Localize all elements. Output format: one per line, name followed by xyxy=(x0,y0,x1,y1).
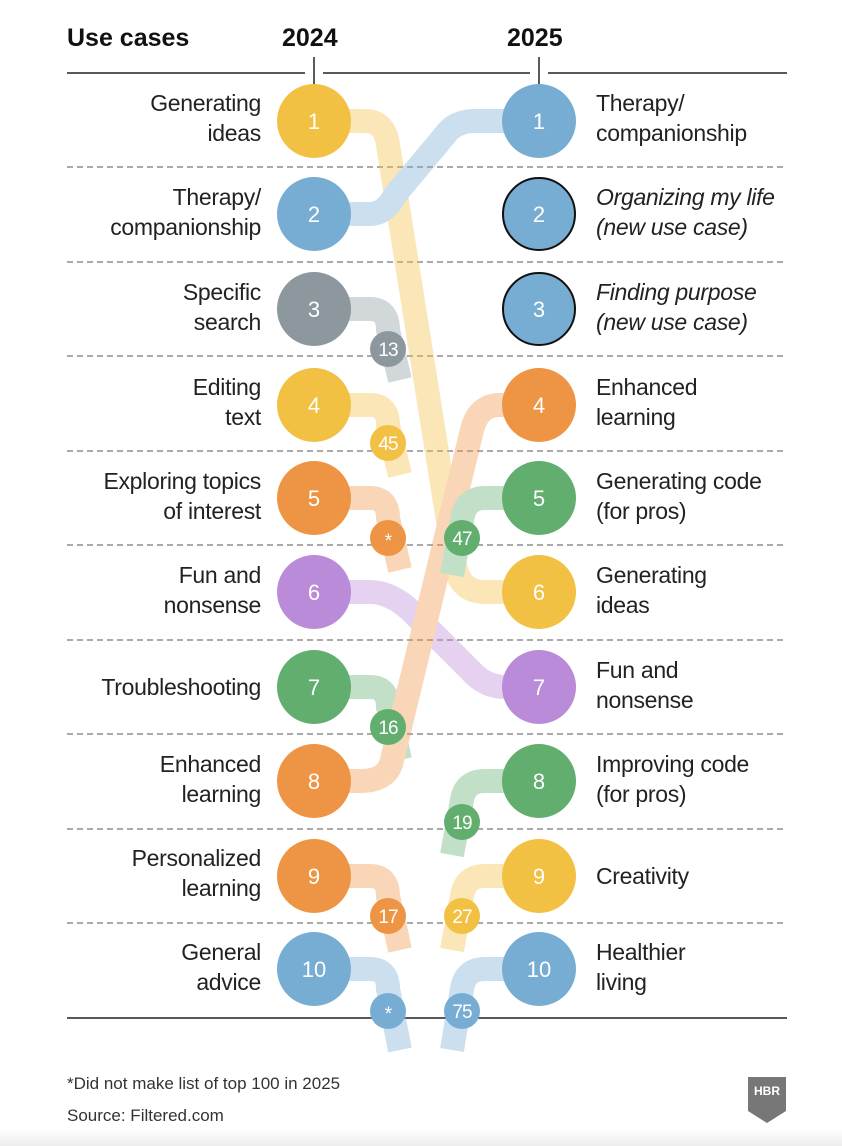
hbr-logo: HBR xyxy=(748,1077,786,1123)
connector-creativity xyxy=(440,864,510,953)
rank-2025-2: 2 xyxy=(533,202,545,227)
rank-2025-1: 1 xyxy=(533,109,545,134)
label-2024-2: Therapy/companionship xyxy=(110,184,261,240)
label-2024-7: Troubleshooting xyxy=(101,674,261,700)
page-bottom-fade xyxy=(0,1128,842,1146)
connector-editing-text xyxy=(340,393,412,478)
left-rank-circles xyxy=(277,84,351,1006)
column-header-use-cases: Use cases xyxy=(67,24,190,52)
svg-text:HBR: HBR xyxy=(754,1084,780,1098)
rank-2024-4: 4 xyxy=(308,393,320,418)
column-header-2024: 2024 xyxy=(282,24,338,52)
rank-2024-5: 5 xyxy=(308,486,320,511)
rank-2024-3: 3 xyxy=(308,297,320,322)
connector-generating-ideas xyxy=(340,109,510,604)
badge-45: 45 xyxy=(378,434,398,455)
rank-2025-5: 5 xyxy=(533,486,545,511)
label-2025-3: Finding purpose (new use case) xyxy=(596,279,757,335)
label-2024-3: Specific search xyxy=(182,279,261,335)
label-2025-1: Therapy/companionship xyxy=(596,90,747,146)
label-2025-4: Enhanced learning xyxy=(596,374,698,430)
connector-improving-code xyxy=(440,769,510,858)
connector-troubleshooting xyxy=(340,675,412,763)
connector-enhanced-learning xyxy=(340,393,510,793)
connector-healthier xyxy=(440,957,510,1052)
badge-17: 17 xyxy=(378,907,398,928)
label-2025-9: Creativity xyxy=(596,863,689,889)
right-rank-circles xyxy=(502,84,576,1006)
connector-therapy xyxy=(340,109,510,226)
label-2025-10: Healthier living xyxy=(596,939,686,995)
rank-2025-9: 9 xyxy=(533,864,545,889)
rank-2024-7: 7 xyxy=(308,675,320,700)
badge-47: 47 xyxy=(452,529,472,550)
source-note: Source: Filtered.com xyxy=(67,1106,224,1125)
label-2024-10: General advice xyxy=(181,939,261,995)
header-rule xyxy=(67,57,787,84)
label-2025-6: Generating ideas xyxy=(596,562,707,618)
label-2024-9: Personalized learning xyxy=(131,845,262,901)
badge-27: 27 xyxy=(452,907,472,928)
column-header-2025: 2025 xyxy=(507,24,563,52)
label-2025-5: Generating code (for pros) xyxy=(596,468,762,524)
rank-2024-1: 1 xyxy=(308,109,320,134)
rank-2025-4: 4 xyxy=(533,393,545,418)
badge-16: 16 xyxy=(378,718,398,739)
connector-personalized xyxy=(340,864,412,953)
badge-13: 13 xyxy=(378,340,398,361)
rank-2024-6: 6 xyxy=(308,580,320,605)
label-2025-8: Improving code (for pros) xyxy=(596,751,750,807)
label-2024-8: Enhanced learning xyxy=(159,751,262,807)
rank-2025-3: 3 xyxy=(533,297,545,322)
rank-2024-8: 8 xyxy=(308,769,320,794)
badge-19: 19 xyxy=(452,813,472,834)
connector-fun xyxy=(340,580,510,699)
row-separators xyxy=(67,166,787,924)
rank-2024-9: 9 xyxy=(308,864,320,889)
rank-2025-8: 8 xyxy=(533,769,545,794)
rank-change-badges xyxy=(370,331,480,1029)
label-2024-6: Fun and nonsense xyxy=(163,562,262,618)
label-2025-7: Fun and nonsense xyxy=(596,657,694,713)
rank-2025-10: 10 xyxy=(527,957,551,982)
rank-2024-2: 2 xyxy=(308,202,320,227)
footnote: *Did not make list of top 100 in 2025 xyxy=(67,1074,341,1093)
rank-2025-7: 7 xyxy=(533,675,545,700)
connector-code-pros xyxy=(440,486,510,578)
connector-general-advice xyxy=(340,957,412,1053)
label-2024-4: Editing text xyxy=(192,374,262,430)
label-2024-5: Exploring topics of interest xyxy=(103,468,261,524)
connector-exploring xyxy=(340,486,412,573)
badge-star-advice: * xyxy=(385,1004,393,1025)
badge-star-exploring: * xyxy=(385,531,393,552)
badge-75: 75 xyxy=(452,1002,472,1023)
rank-2024-10: 10 xyxy=(302,957,326,982)
label-2025-2: Organizing my life (new use case) xyxy=(596,184,775,240)
label-2024-1: Generating ideas xyxy=(150,90,261,146)
connector-specific-search xyxy=(340,297,412,383)
rank-2025-6: 6 xyxy=(533,580,545,605)
